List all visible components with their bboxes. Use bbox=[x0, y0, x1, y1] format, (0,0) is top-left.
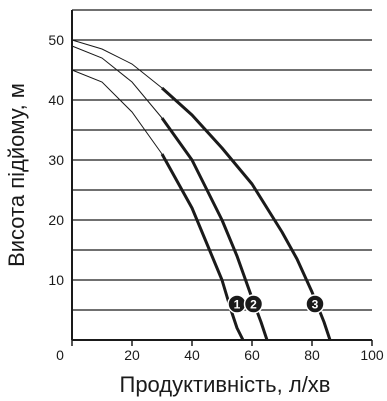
curve-1 bbox=[160, 153, 245, 341]
curve-3-thin bbox=[71, 39, 163, 89]
x-tick-label: 40 bbox=[184, 347, 200, 363]
y-axis-title: Висота підйому, м bbox=[4, 83, 29, 267]
curve-2 bbox=[160, 117, 269, 341]
y-tick-label: 40 bbox=[48, 92, 64, 108]
y-tick-label: 10 bbox=[48, 272, 64, 288]
curve-marker-label: 3 bbox=[312, 298, 319, 312]
y-tick-label: 20 bbox=[48, 212, 64, 228]
tick-labels: 0 20 40 60 80 100 10 20 30 40 50 bbox=[48, 32, 383, 363]
curve-marker-label: 2 bbox=[250, 298, 257, 312]
grid-lines bbox=[72, 9, 372, 311]
x-axis-title: Продуктивність, л/хв bbox=[120, 372, 331, 397]
x-tick-label: 20 bbox=[124, 347, 140, 363]
curve-2-thin bbox=[71, 45, 163, 119]
curve-1-thin bbox=[71, 69, 163, 155]
x-tick-label: 60 bbox=[244, 347, 260, 363]
curve-marker-2 bbox=[243, 294, 264, 314]
curve-marker-3 bbox=[305, 294, 325, 314]
x-tick-label: 80 bbox=[304, 347, 320, 363]
axes bbox=[71, 10, 373, 346]
curve-marker-label: 1 bbox=[234, 298, 241, 312]
y-tick-label: 50 bbox=[48, 32, 64, 48]
x-tick-label: 0 bbox=[56, 347, 64, 363]
y-tick-label: 30 bbox=[48, 152, 64, 168]
x-tick-label: 100 bbox=[360, 347, 384, 363]
